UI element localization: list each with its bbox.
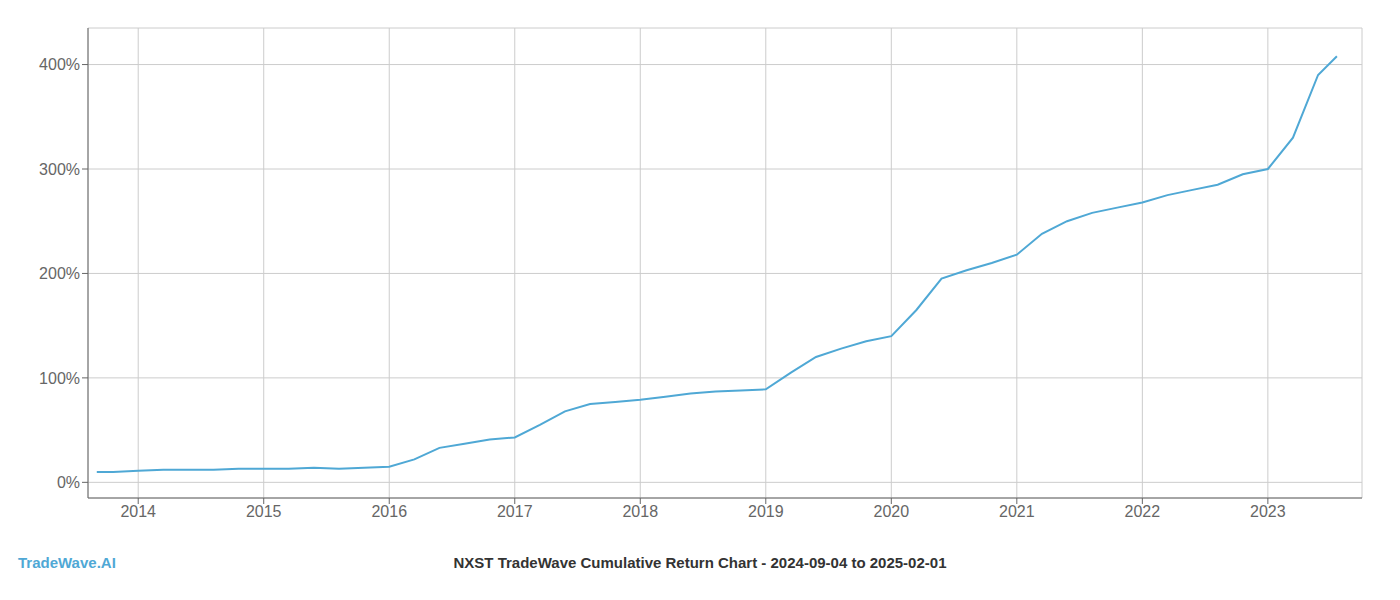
svg-text:2020: 2020 [874,503,910,520]
svg-text:2022: 2022 [1125,503,1161,520]
svg-text:2015: 2015 [246,503,282,520]
svg-text:2016: 2016 [371,503,407,520]
svg-text:300%: 300% [39,161,80,178]
svg-text:400%: 400% [39,56,80,73]
svg-text:2017: 2017 [497,503,533,520]
html-text:TradeWave.AI: TradeWave.AI [18,554,116,571]
svg-text:2021: 2021 [999,503,1035,520]
svg-text:200%: 200% [39,265,80,282]
svg-text:0%: 0% [57,474,80,491]
html-text:NXST TradeWave Cumulative Retu: NXST TradeWave Cumulative Return Chart -… [453,554,947,571]
svg-text:2023: 2023 [1250,503,1286,520]
svg-text:2018: 2018 [622,503,658,520]
svg-text:2014: 2014 [120,503,156,520]
svg-text:100%: 100% [39,370,80,387]
svg-text:2019: 2019 [748,503,784,520]
